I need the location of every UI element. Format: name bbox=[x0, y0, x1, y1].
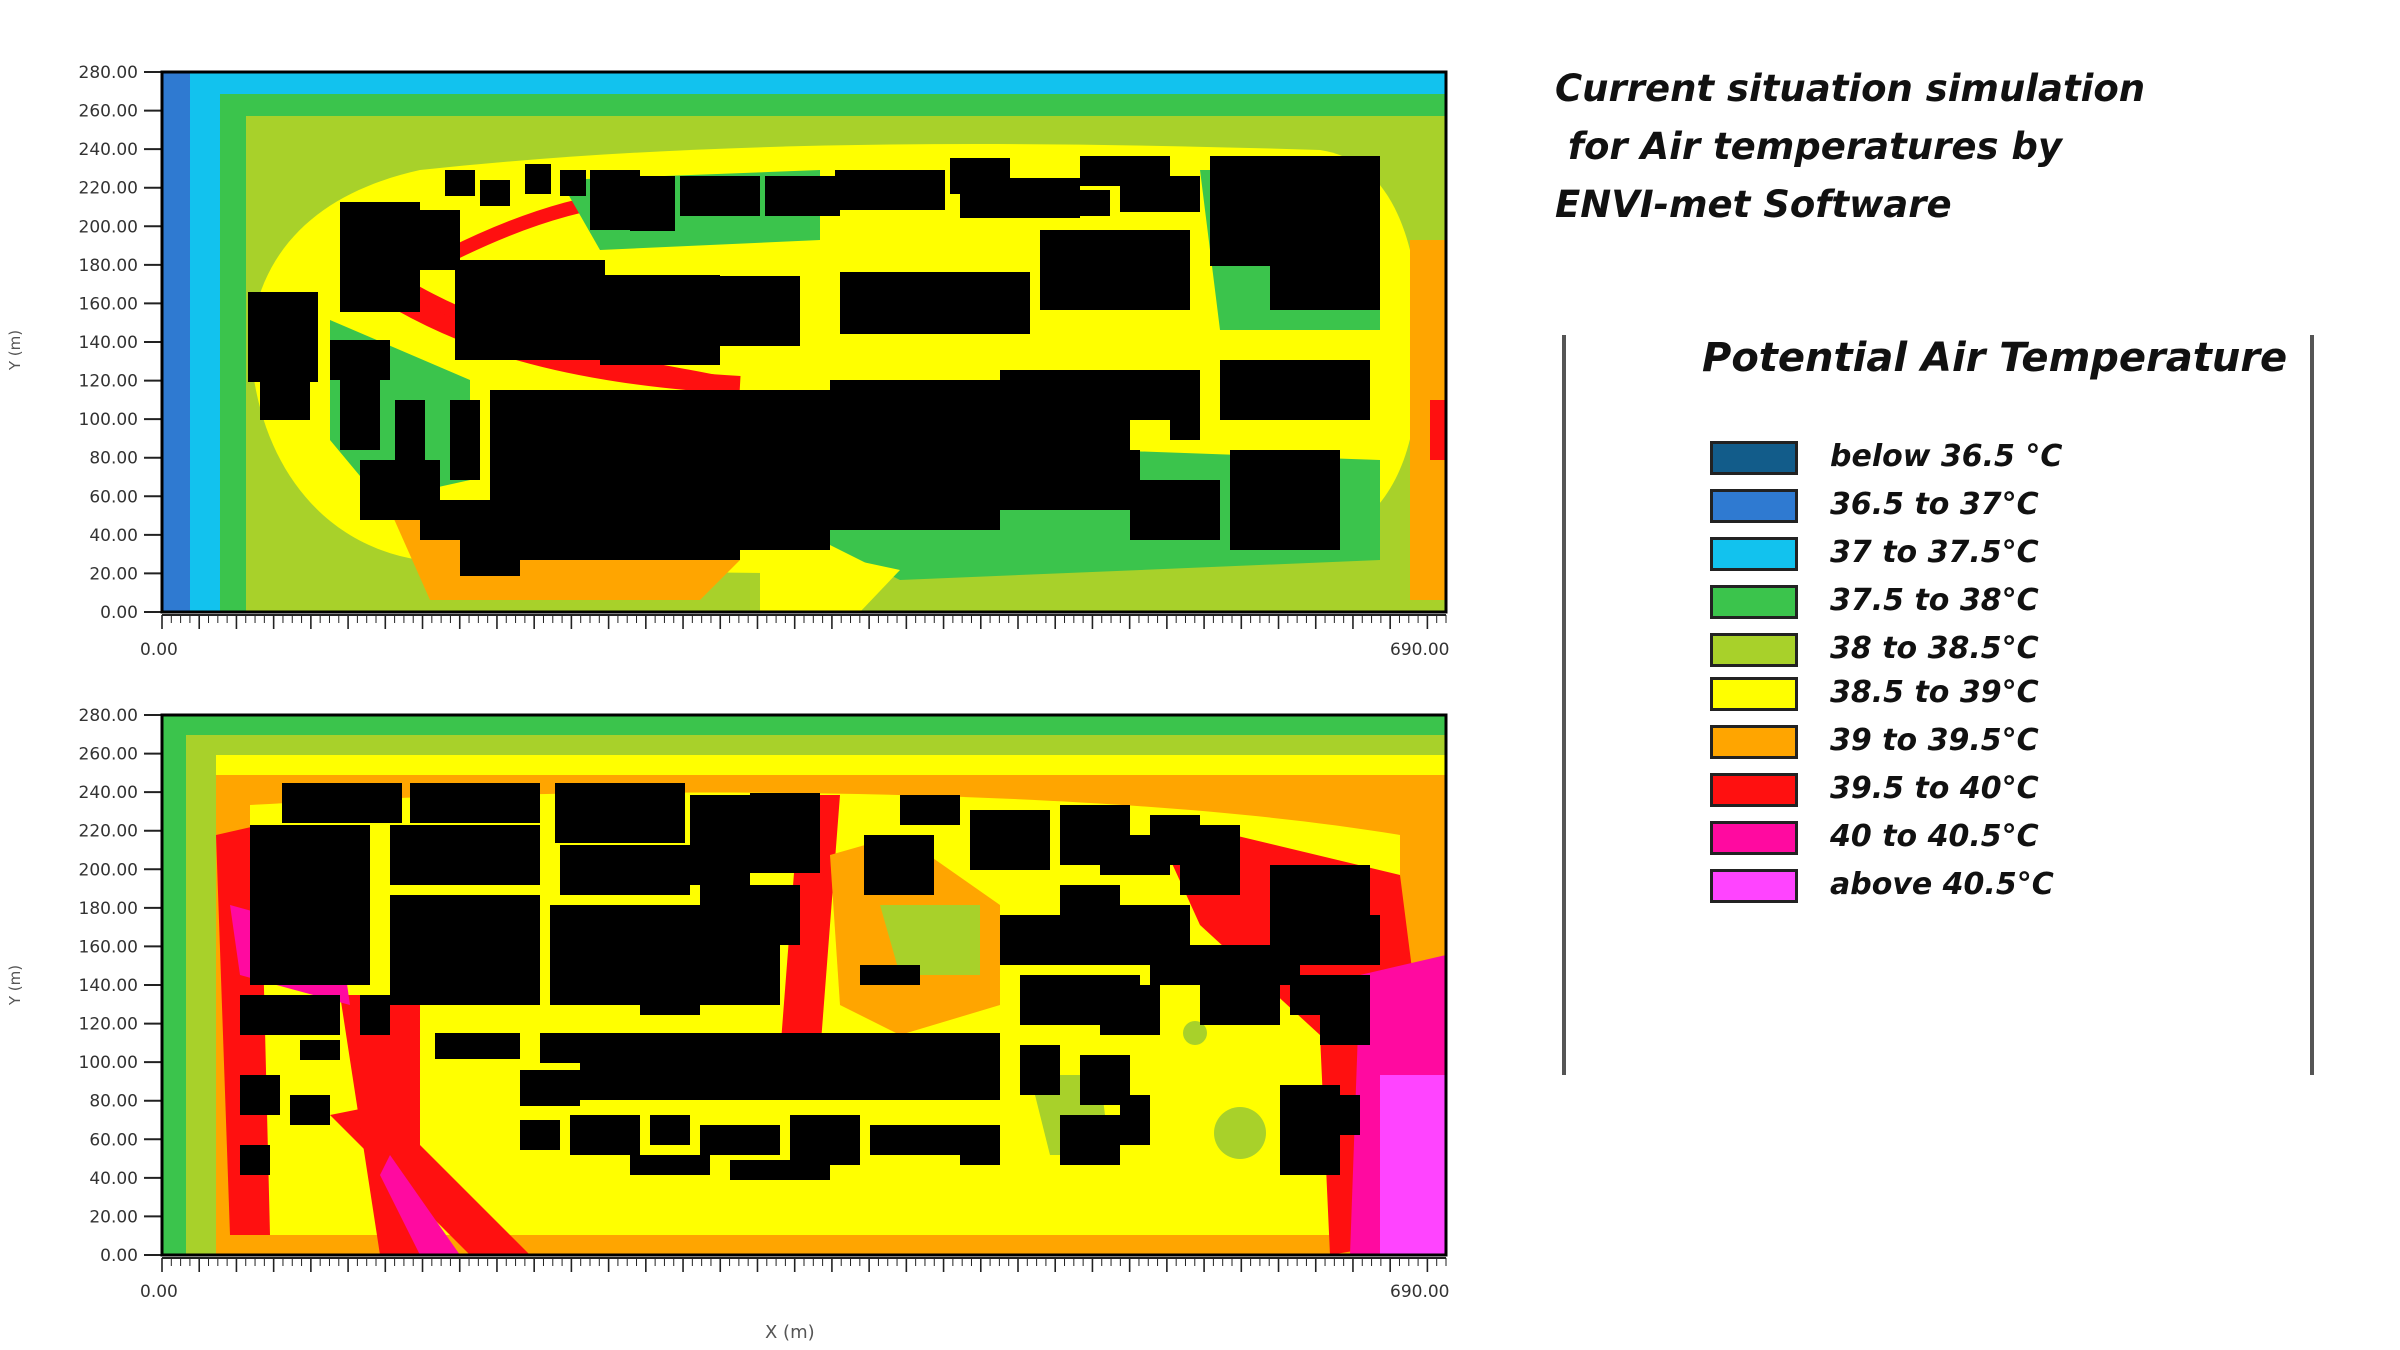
title-line: for Air temperatures by bbox=[1555, 125, 2062, 168]
legend-swatch bbox=[1710, 489, 1798, 523]
x-tick-label-last: 690.00 bbox=[1390, 640, 1449, 660]
y-tick-label: 20.00 bbox=[89, 1207, 138, 1227]
legend-label: 39.5 to 40°C bbox=[1830, 771, 2039, 806]
figure-title: Current situation simulation for Air tem… bbox=[1555, 60, 2195, 234]
y-tick-label: 200.00 bbox=[79, 217, 138, 237]
legend-label: 36.5 to 37°C bbox=[1830, 487, 2039, 522]
y-tick-label: 200.00 bbox=[79, 860, 138, 880]
y-tick-label: 100.00 bbox=[79, 410, 138, 430]
x-tick-label-last: 690.00 bbox=[1390, 1282, 1449, 1302]
legend-swatch bbox=[1710, 869, 1798, 903]
y-tick-label: 180.00 bbox=[79, 256, 138, 276]
y-axis-label: Y (m) bbox=[6, 330, 24, 371]
y-tick-label: 100.00 bbox=[79, 1053, 138, 1073]
legend: Potential Air Temperature below 36.5 °C 3… bbox=[1562, 335, 2314, 1075]
y-tick-label: 140.00 bbox=[79, 333, 138, 353]
legend-swatch bbox=[1710, 821, 1798, 855]
x-tick-marks bbox=[161, 614, 1447, 629]
y-tick-label: 40.00 bbox=[89, 1169, 138, 1189]
y-tick-label: 120.00 bbox=[79, 1015, 138, 1035]
legend-label: 39 to 39.5°C bbox=[1830, 723, 2039, 758]
legend-swatch bbox=[1710, 537, 1798, 571]
title-line: Current situation simulation bbox=[1555, 67, 2146, 110]
heatmap-plot bbox=[160, 713, 1448, 1257]
y-tick-label: 120.00 bbox=[79, 372, 138, 392]
title-line: ENVI-met Software bbox=[1555, 183, 1952, 226]
legend-label: 40 to 40.5°C bbox=[1830, 819, 2039, 854]
y-axis-label: Y (m) bbox=[6, 965, 24, 1006]
legend-right-rule bbox=[2310, 335, 2314, 1075]
legend-swatch bbox=[1710, 677, 1798, 711]
y-tick-label: 140.00 bbox=[79, 976, 138, 996]
legend-swatch bbox=[1710, 585, 1798, 619]
legend-swatch bbox=[1710, 441, 1798, 475]
legend-swatch bbox=[1710, 633, 1798, 667]
y-tick-label: 160.00 bbox=[79, 294, 138, 314]
x-tick-marks bbox=[161, 1257, 1447, 1272]
x-tick-label-first: 0.00 bbox=[140, 1282, 178, 1302]
y-tick-label: 0.00 bbox=[100, 1246, 138, 1266]
legend-label: 37 to 37.5°C bbox=[1830, 535, 2039, 570]
legend-swatch bbox=[1710, 725, 1798, 759]
y-tick-label: 20.00 bbox=[89, 564, 138, 584]
y-tick-label: 220.00 bbox=[79, 822, 138, 842]
y-tick-labels: 280.00 260.00 240.00 220.00 200.00 180.00 160.… bbox=[79, 63, 162, 623]
x-axis-label: X (m) bbox=[765, 1322, 815, 1343]
y-tick-label: 60.00 bbox=[89, 1130, 138, 1150]
y-tick-label: 240.00 bbox=[79, 140, 138, 160]
y-tick-label: 260.00 bbox=[79, 102, 138, 122]
y-tick-label: 80.00 bbox=[89, 449, 138, 469]
legend-label: below 36.5 °C bbox=[1830, 439, 2063, 474]
y-tick-label: 260.00 bbox=[79, 745, 138, 765]
y-tick-label: 160.00 bbox=[79, 937, 138, 957]
y-tick-label: 180.00 bbox=[79, 899, 138, 919]
legend-label: 38 to 38.5°C bbox=[1830, 631, 2039, 666]
y-tick-label: 60.00 bbox=[89, 487, 138, 507]
legend-label: 38.5 to 39°C bbox=[1830, 675, 2039, 710]
y-tick-label: 40.00 bbox=[89, 526, 138, 546]
y-tick-label: 220.00 bbox=[79, 179, 138, 199]
y-tick-label: 80.00 bbox=[89, 1092, 138, 1112]
heatmap-panel-top: Y (m) 280.00 260.00 240.00 220.00 200.00 180.… bbox=[0, 40, 1500, 670]
y-tick-labels: 280.00 260.00 240.00 220.00 200.00 180.00 160.… bbox=[79, 706, 162, 1266]
heatmap-panel-bottom: Y (m) 280.00 260.00 240.00 220.00 200.00 180.… bbox=[0, 675, 1500, 1305]
y-tick-label: 240.00 bbox=[79, 783, 138, 803]
heatmap-plot bbox=[160, 70, 1448, 614]
legend-title: Potential Air Temperature bbox=[1702, 335, 2288, 381]
y-tick-label: 0.00 bbox=[100, 603, 138, 623]
y-tick-label: 280.00 bbox=[79, 706, 138, 726]
legend-swatch bbox=[1710, 773, 1798, 807]
legend-left-rule bbox=[1562, 335, 1566, 1075]
x-tick-label-first: 0.00 bbox=[140, 640, 178, 660]
legend-label: 37.5 to 38°C bbox=[1830, 583, 2039, 618]
legend-label: above 40.5°C bbox=[1830, 867, 2054, 902]
y-tick-label: 280.00 bbox=[79, 63, 138, 83]
